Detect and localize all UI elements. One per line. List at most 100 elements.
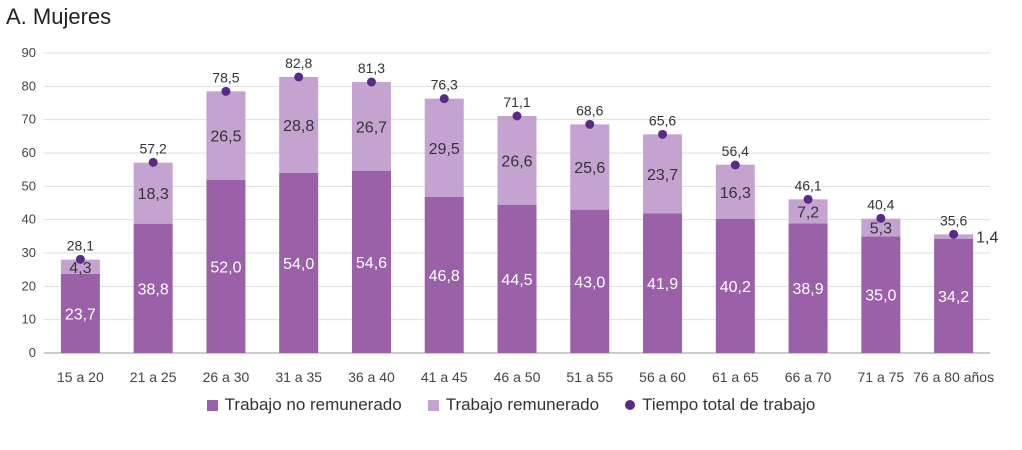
- data-label-total: 78,5: [212, 69, 239, 85]
- stacked-bar-chart: 0 10 20 30 40 50 60 70 80 90 23,7 4,3 28,1 15 a 20 38,…: [22, 45, 999, 385]
- data-label-unpaid: 44,5: [501, 272, 532, 289]
- bar-unpaid: [788, 223, 828, 353]
- data-label-total: 46,1: [794, 177, 821, 193]
- data-label-unpaid: 43,0: [574, 274, 605, 291]
- y-tick-label: 90: [22, 45, 36, 60]
- legend-item: Tiempo total de trabajo: [625, 395, 815, 415]
- bar-unpaid: [715, 219, 755, 353]
- data-label-total: 82,8: [285, 55, 312, 71]
- legend-item: Trabajo no remunerado: [206, 395, 402, 415]
- bar-unpaid: [279, 173, 319, 353]
- bar-unpaid: [570, 209, 610, 353]
- data-label-unpaid: 38,9: [793, 281, 824, 298]
- data-label-total: 28,1: [67, 237, 94, 253]
- data-label-unpaid: 40,2: [720, 279, 751, 296]
- total-point: [949, 229, 959, 239]
- bar-unpaid: [424, 197, 464, 353]
- x-tick-label: 31 a 35: [275, 369, 322, 385]
- total-point: [439, 94, 449, 104]
- data-label-total: 68,6: [576, 102, 603, 118]
- y-tick-label: 50: [22, 178, 36, 193]
- bar-paid: [715, 164, 755, 219]
- total-point: [658, 129, 668, 139]
- total-point: [803, 194, 813, 204]
- x-tick-label: 71 a 75: [857, 369, 904, 385]
- x-tick-label: 46 a 50: [494, 369, 541, 385]
- x-tick-label: 36 a 40: [348, 369, 395, 385]
- data-label-paid: 26,6: [501, 153, 532, 170]
- data-label-paid: 25,6: [574, 160, 605, 177]
- bar-paid: [497, 116, 537, 205]
- total-point: [75, 254, 85, 264]
- data-label-paid: 5,3: [870, 221, 892, 238]
- x-tick-label: 61 a 65: [712, 369, 759, 385]
- data-label-unpaid: 54,6: [356, 255, 387, 272]
- data-label-paid: 23,7: [647, 167, 678, 184]
- data-label-total: 76,3: [431, 77, 458, 93]
- bar-paid: [133, 162, 173, 224]
- bar-paid: [206, 91, 246, 180]
- total-point: [366, 77, 376, 87]
- data-label-paid: 28,8: [283, 118, 314, 135]
- data-label-paid: 4,3: [69, 260, 91, 277]
- total-point: [876, 213, 886, 223]
- x-tick-label: 66 a 70: [785, 369, 832, 385]
- total-point: [294, 72, 304, 82]
- total-point: [730, 160, 740, 170]
- bar-paid: [351, 82, 391, 171]
- y-tick-label: 20: [22, 278, 36, 293]
- x-tick-label: 21 a 25: [130, 369, 177, 385]
- legend-label: Tiempo total de trabajo: [642, 395, 816, 414]
- x-tick-label: 26 a 30: [203, 369, 250, 385]
- data-label-total: 40,4: [867, 196, 894, 212]
- data-label-paid: 26,5: [210, 129, 241, 146]
- x-tick-label: 15 a 20: [57, 369, 104, 385]
- data-label-paid: 29,5: [429, 141, 460, 158]
- y-tick-label: 70: [22, 112, 36, 127]
- bar-unpaid: [60, 274, 100, 353]
- bar-paid: [643, 134, 683, 214]
- x-tick-label: 76 a 80 años: [913, 369, 994, 385]
- y-tick-label: 10: [22, 312, 36, 327]
- legend-label: Trabajo remunerado: [445, 395, 600, 414]
- x-tick-label: 56 a 60: [639, 369, 686, 385]
- total-point: [221, 86, 231, 96]
- y-tick-label: 0: [29, 345, 36, 360]
- bar-unpaid: [861, 236, 901, 353]
- data-label-unpaid: 34,2: [938, 289, 969, 306]
- data-label-unpaid: 41,9: [647, 276, 678, 293]
- bar-unpaid: [206, 179, 246, 353]
- data-label-unpaid: 54,0: [283, 256, 314, 273]
- bar-unpaid: [497, 204, 537, 353]
- y-tick-label: 40: [22, 212, 36, 227]
- data-label-unpaid: 38,8: [138, 281, 169, 298]
- data-label-total: 35,6: [940, 212, 967, 228]
- bar-unpaid: [133, 223, 173, 353]
- legend-swatch: [206, 399, 218, 411]
- total-point: [512, 111, 522, 121]
- legend-item: Trabajo remunerado: [427, 395, 600, 415]
- data-label-paid: 18,3: [138, 186, 169, 203]
- bar-paid: [861, 218, 901, 237]
- y-tick-label: 80: [22, 78, 36, 93]
- x-tick-label: 51 a 55: [566, 369, 613, 385]
- total-point: [148, 157, 158, 167]
- data-label-total: 65,6: [649, 112, 676, 128]
- y-tick-label: 30: [22, 245, 36, 260]
- legend-dot: [625, 400, 636, 410]
- data-label-unpaid: 46,8: [429, 268, 460, 285]
- bar-paid: [570, 124, 610, 210]
- data-label-unpaid: 35,0: [865, 288, 896, 305]
- data-label-unpaid: 52,0: [210, 259, 241, 276]
- bar-paid: [424, 98, 464, 197]
- bar-paid: [60, 259, 100, 274]
- total-point: [585, 119, 595, 129]
- data-label-total: 57,2: [140, 140, 167, 156]
- x-tick-label: 41 a 45: [421, 369, 468, 385]
- data-label-total: 71,1: [503, 94, 530, 110]
- data-label-total: 81,3: [358, 60, 385, 76]
- data-label-paid: 16,3: [720, 185, 751, 202]
- y-tick-label: 60: [22, 145, 36, 160]
- data-label-total: 56,4: [722, 143, 749, 159]
- chart-title: A. Mujeres: [6, 4, 112, 29]
